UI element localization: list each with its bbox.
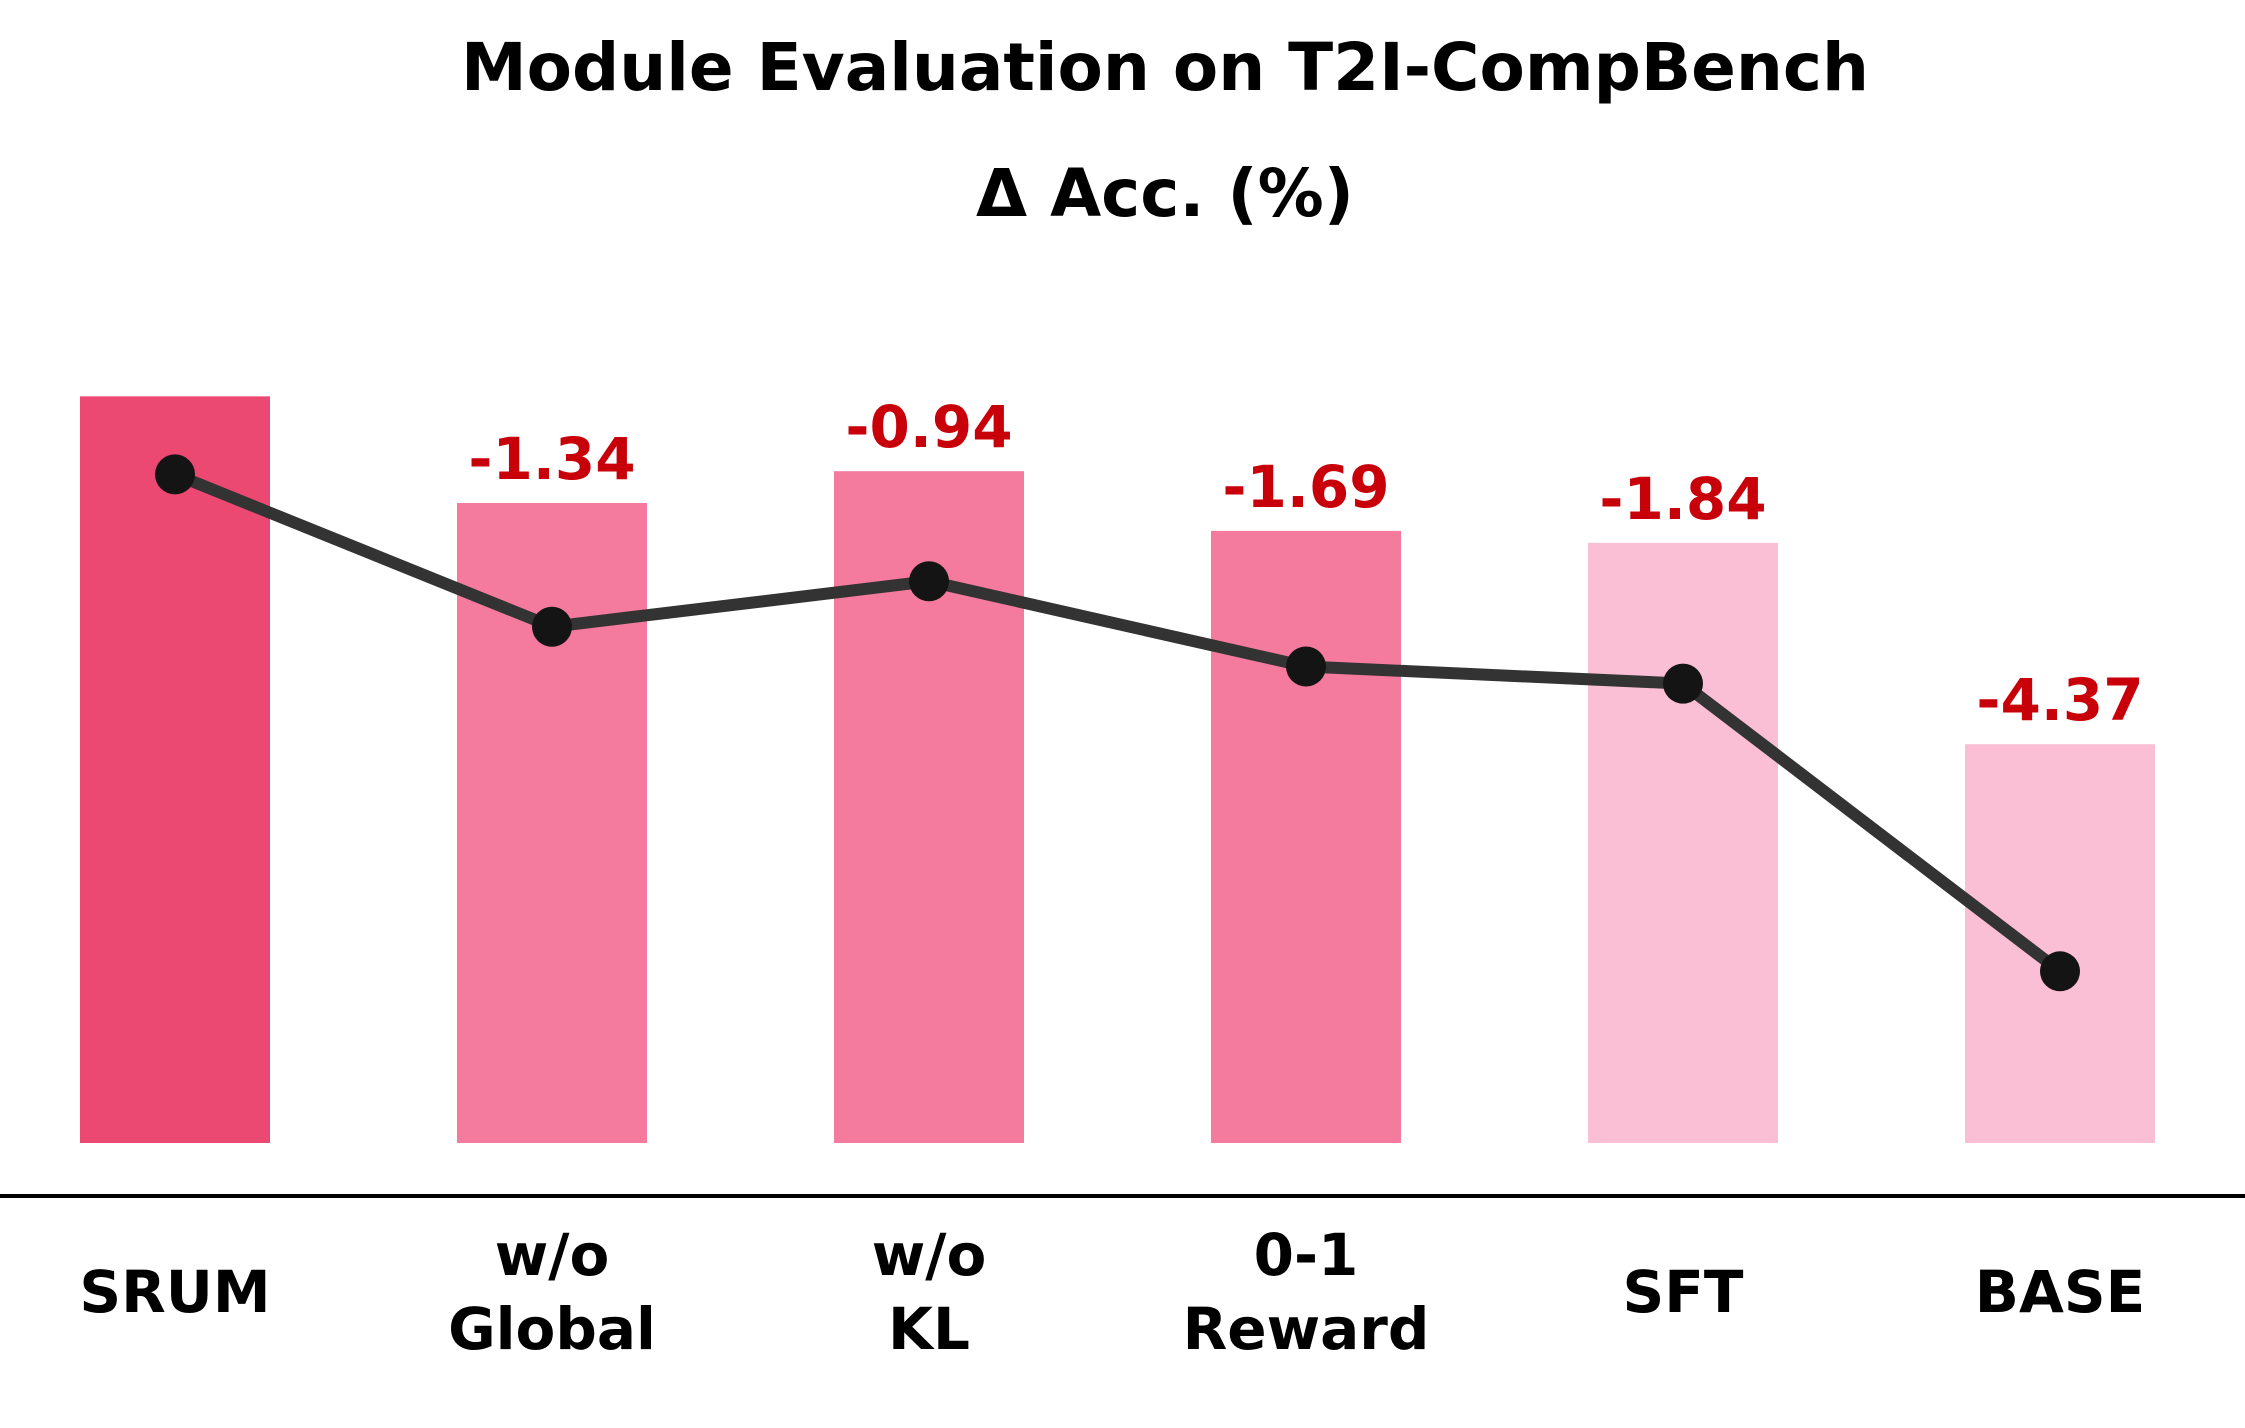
line-point-2	[909, 561, 949, 602]
bars-group	[80, 396, 2155, 1143]
delta-label-4: -1.84	[1599, 465, 1766, 533]
chart-subtitle: Δ Acc. (%)	[976, 155, 1354, 232]
bar-3	[1211, 530, 1401, 1143]
category-label-2-1: KL	[888, 1295, 970, 1363]
delta-label-2: -0.94	[845, 393, 1012, 461]
line-point-3	[1286, 646, 1326, 687]
category-label-2-0: w/o	[872, 1221, 987, 1289]
line-point-1	[532, 606, 572, 647]
delta-labels-group: -1.34 -0.94 -1.69 -1.84 -4.37	[468, 393, 2143, 734]
category-label-1-1: Global	[448, 1295, 656, 1363]
line-point-0	[155, 454, 195, 495]
delta-label-1: -1.34	[468, 425, 635, 493]
line-point-4	[1663, 663, 1703, 704]
delta-label-3: -1.69	[1222, 453, 1389, 521]
chart-title: Module Evaluation on T2I-CompBench	[461, 29, 1869, 106]
delta-label-5: -4.37	[1976, 666, 2143, 734]
category-label-3-0: 0-1	[1254, 1221, 1359, 1289]
category-label-3-1: Reward	[1183, 1295, 1430, 1363]
line-point-5	[2040, 951, 2080, 992]
bar-0	[80, 396, 270, 1143]
category-label-0-0: SRUM	[79, 1258, 270, 1326]
accuracy-line-group	[155, 454, 2080, 992]
accuracy-line	[172, 468, 2064, 977]
category-label-5-0: BASE	[1975, 1258, 2146, 1326]
category-label-4-0: SFT	[1623, 1258, 1744, 1326]
category-label-1-0: w/o	[495, 1221, 610, 1289]
bar-4	[1588, 542, 1778, 1143]
bar-5	[1965, 744, 2155, 1143]
